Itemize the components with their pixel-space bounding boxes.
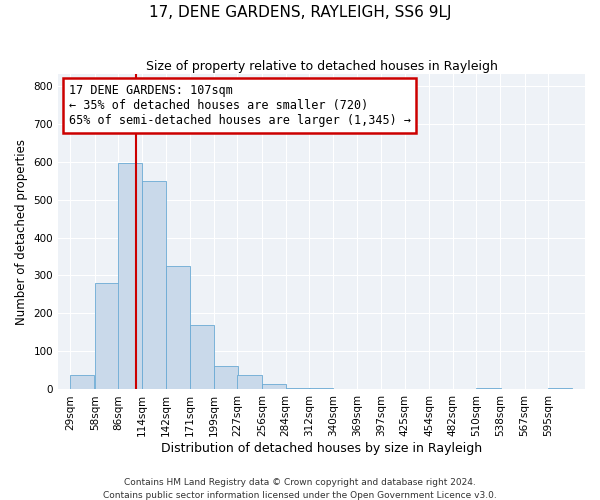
Title: Size of property relative to detached houses in Rayleigh: Size of property relative to detached ho… <box>146 60 497 73</box>
Bar <box>214 366 238 390</box>
Text: 17 DENE GARDENS: 107sqm
← 35% of detached houses are smaller (720)
65% of semi-d: 17 DENE GARDENS: 107sqm ← 35% of detache… <box>68 84 410 126</box>
Bar <box>286 388 310 390</box>
Bar <box>70 376 94 390</box>
Bar <box>262 384 286 390</box>
Y-axis label: Number of detached properties: Number of detached properties <box>15 139 28 325</box>
X-axis label: Distribution of detached houses by size in Rayleigh: Distribution of detached houses by size … <box>161 442 482 455</box>
Bar <box>238 376 262 390</box>
Bar <box>476 388 500 390</box>
Text: 17, DENE GARDENS, RAYLEIGH, SS6 9LJ: 17, DENE GARDENS, RAYLEIGH, SS6 9LJ <box>149 5 451 20</box>
Bar <box>118 164 142 390</box>
Bar <box>190 325 214 390</box>
Bar <box>548 388 572 390</box>
Text: Contains HM Land Registry data © Crown copyright and database right 2024.
Contai: Contains HM Land Registry data © Crown c… <box>103 478 497 500</box>
Bar <box>309 388 334 390</box>
Bar <box>142 180 166 390</box>
Bar <box>95 283 119 390</box>
Bar <box>166 266 190 390</box>
